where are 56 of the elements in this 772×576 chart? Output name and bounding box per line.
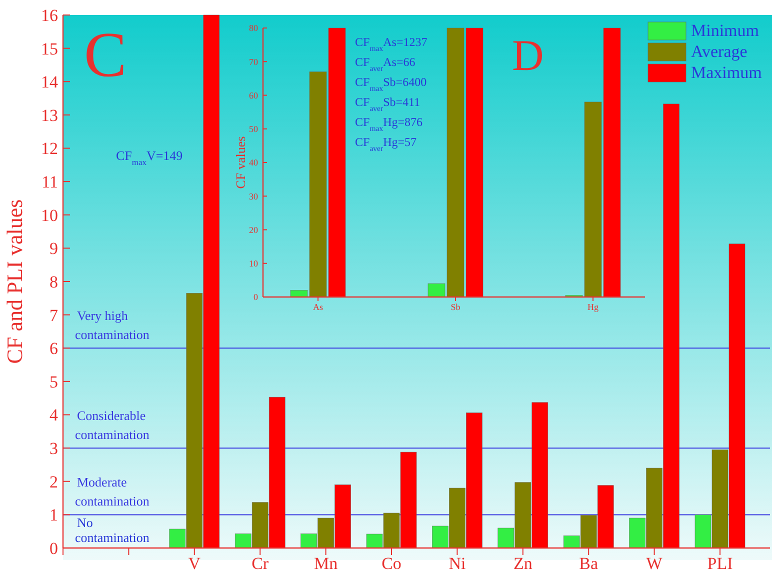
annotation: No contamination [75,515,150,545]
annotation: CF$_{aver}$Sb=411 [355,95,420,112]
y-tick-label: 9 [50,239,58,258]
y-tick-label: 50 [249,124,258,134]
y-tick-label: 6 [50,339,58,358]
y-tick-label: 40 [249,158,258,168]
y-tick-label: 8 [50,272,58,292]
legend-label: Average [691,42,748,61]
legend-label: Minimum [691,21,760,40]
legend-label: Maximum [691,63,762,82]
annotation: CF$_{max}$Hg=876 [355,115,423,132]
x-tick-label: Mn [314,554,338,573]
x-tick-label: Sb [450,302,461,312]
annotation: CF$_{aver}$Hg=57 [355,135,417,152]
y-tick-label: 10 [41,206,58,225]
annotation: C [84,19,127,90]
y-tick-label: 2 [50,472,58,492]
annotation: CF$_{max}$Sb=6400 [355,75,427,92]
y-tick-label: 12 [41,139,58,158]
annotation: CF$_{aver}$As=66 [355,55,416,72]
y-axis-title: CF and PLI values [2,199,27,364]
y-tick-label: 1 [50,506,58,525]
x-tick-label: As [312,302,324,312]
x-tick-label: Hg [588,302,599,312]
x-tick-label: Ni [448,554,466,573]
y-tick-label: 10 [249,258,258,269]
y-tick-label: 0 [254,292,258,302]
ref-line-label: Very high contamination [75,308,150,342]
ref-line-label: Considerable contamination [75,408,150,442]
ref-line-label: Moderate contamination [75,474,150,509]
annotation: CF$_{max}$V=149 [116,148,183,167]
y-tick-label: 30 [249,191,258,202]
y-tick-label: 20 [249,224,258,235]
y-tick-label: 0 [50,538,58,558]
annotation: CF$_{max}$As=1237 [355,35,428,52]
y-tick-label: 60 [249,90,258,100]
y-tick-label: 4 [50,406,58,425]
x-tick-label: W [646,554,664,573]
x-tick-label: Ba [579,554,598,573]
x-tick-label: Co [382,554,402,573]
annotation: D [512,31,544,80]
y-tick-label: 11 [42,172,58,192]
y-tick-label: 15 [41,39,58,58]
x-tick-label: Cr [252,554,269,573]
y-axis-title: CF values [233,136,248,189]
y-tick-label: 7 [50,306,58,325]
y-tick-label: 16 [41,6,58,25]
y-tick-label: 5 [50,372,58,392]
y-tick-label: 14 [41,72,58,92]
y-tick-label: 80 [249,23,258,34]
x-tick-label: PLI [707,554,734,573]
x-tick-label: V [188,554,202,573]
y-tick-label: 70 [249,56,258,67]
x-tick-label: Zn [513,554,533,573]
y-tick-label: 3 [50,439,58,458]
y-tick-label: 13 [41,106,58,125]
